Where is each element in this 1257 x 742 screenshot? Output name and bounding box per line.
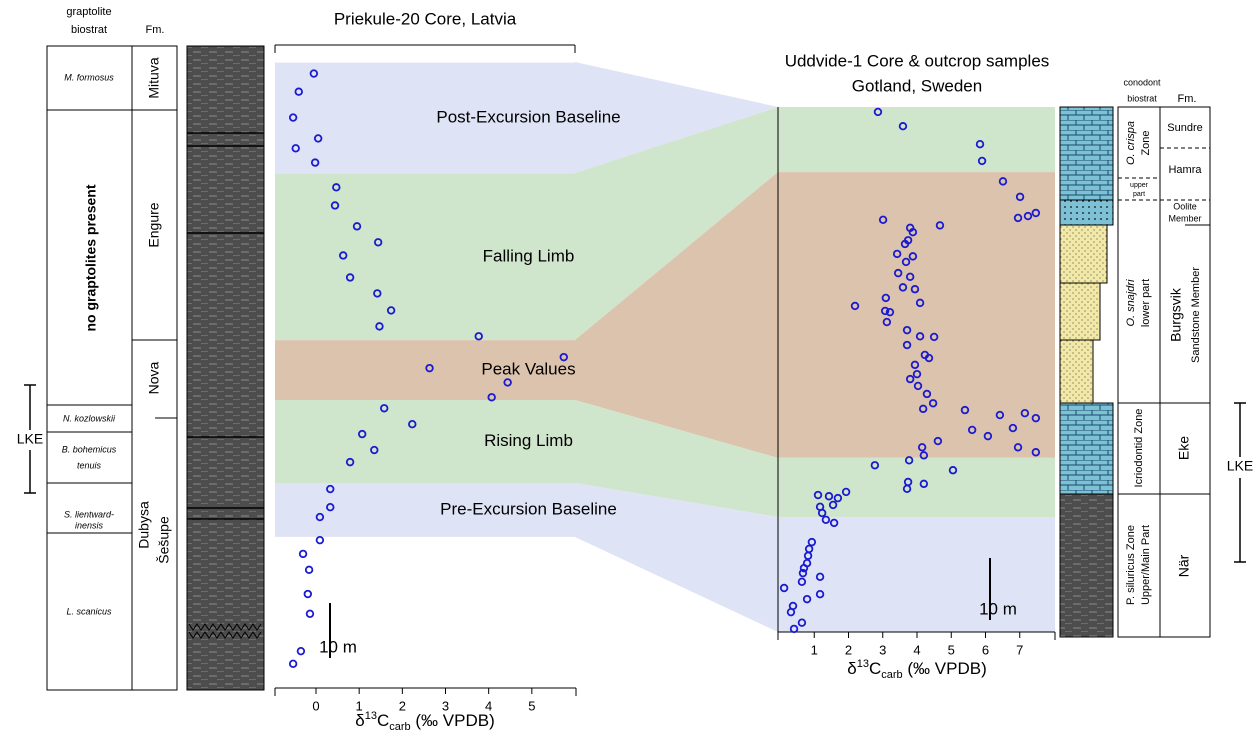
lithology (1060, 403, 1113, 494)
formation-label: Mituva (146, 57, 162, 98)
band-label: Post-Excursion Baseline (436, 108, 620, 127)
zone-label: S. lientward- (64, 509, 114, 519)
lithology (1060, 494, 1113, 637)
scale-bar-label: 10 m (319, 637, 357, 656)
data-point (305, 591, 312, 598)
band (778, 172, 1055, 458)
formation-label: Eke (1176, 436, 1192, 460)
zone-label: inensis (75, 520, 104, 530)
band-label: Rising Limb (484, 431, 573, 450)
lithology (1060, 200, 1113, 225)
formation-label: Oolite (1173, 201, 1197, 211)
formation-label: Sandstone Member (1190, 267, 1202, 363)
x-tick-label: 2 (399, 698, 406, 713)
zone-label: Icriodontid Zone (1133, 409, 1145, 488)
band-label: Pre-Excursion Baseline (440, 499, 617, 518)
zone-label: lower part (1140, 279, 1152, 327)
x-tick-label: 1 (811, 642, 818, 657)
x-axis-label-part: carb (881, 669, 902, 681)
x-axis-label-part: 13 (857, 658, 869, 670)
header: Fm. (1178, 93, 1197, 105)
lithology (1060, 107, 1113, 200)
lithology (1060, 225, 1107, 283)
formation-label: Nova (146, 361, 162, 394)
x-axis-label-part: δ (847, 659, 856, 678)
data-point (300, 551, 307, 558)
zone-label: no graptolites present (83, 184, 99, 331)
x-axis-label-part: carb (389, 721, 410, 733)
formation-label: Sundre (1167, 122, 1202, 134)
header: Fm. (146, 24, 165, 36)
x-axis-label-part: 13 (365, 710, 377, 722)
x-tick-label: 5 (528, 698, 535, 713)
x-axis-label: δ13Ccarb (‰ VPDB) (355, 710, 494, 733)
event-label: LKE (1227, 458, 1253, 474)
zone-label: L. scanicus (66, 606, 112, 616)
lithology (1060, 340, 1093, 403)
x-axis-label-part: (‰ VPDB) (411, 711, 495, 730)
zone-label: M. formosus (64, 72, 114, 82)
event-bracket (1234, 403, 1246, 562)
lithology (187, 46, 264, 690)
x-axis-label-part: C (869, 659, 881, 678)
formation-label: Burgsvik (1168, 287, 1184, 342)
zone-label: tenuis (77, 460, 102, 470)
x-axis-label-part: C (377, 711, 389, 730)
header: biostrat (1127, 93, 1157, 103)
formation-label: Engure (146, 202, 162, 247)
zone-label: Zone (1140, 130, 1152, 155)
x-tick-label: 5 (948, 642, 955, 657)
zone-label: P. siluricus Zone (1125, 525, 1137, 605)
formation-label: Hamra (1168, 164, 1202, 176)
data-point (317, 537, 324, 544)
header: biostrat (71, 24, 107, 36)
left-column: graptolite biostrat Fm. M. formosus no g… (17, 6, 264, 690)
x-tick-label: 7 (1016, 642, 1023, 657)
right-column: conodont biostrat Fm. O. crispa Zone upp… (1060, 77, 1253, 637)
x-tick-label: 0 (312, 698, 319, 713)
lithology (1060, 283, 1100, 340)
zone-label: B. bohemicus (62, 444, 117, 454)
zone-label: O. snajdri (1125, 279, 1137, 327)
x-axis-label-part: (‰ VPDB) (903, 659, 987, 678)
data-point (298, 648, 305, 655)
band-label: Falling Limb (483, 246, 575, 265)
header: conodont (1123, 77, 1161, 87)
x-tick-label: 3 (879, 642, 886, 657)
zone-label: Upper/Main Part (1140, 525, 1152, 605)
x-tick-label: 6 (982, 642, 989, 657)
figure: Post-Excursion Baseline Falling Limb Peak … (0, 0, 1257, 742)
zone-label: O. crispa (1125, 121, 1137, 165)
band (778, 458, 1055, 518)
scale-bar-label: 10 m (979, 599, 1017, 618)
chart-title: Priekule-20 Core, Latvia (334, 9, 517, 28)
formation-label: Šešupe (156, 516, 172, 564)
data-point (307, 611, 314, 618)
header: graptolite (66, 6, 111, 18)
correlation-connectors (575, 62, 778, 632)
formation-label: Dubysa (136, 501, 152, 549)
data-point (306, 567, 313, 574)
event-label: LKE (17, 431, 43, 447)
x-tick-label: 2 (845, 642, 852, 657)
formation-label: Member (1168, 213, 1201, 223)
data-point (290, 661, 297, 668)
x-axis-label: δ13Ccarb (‰ VPDB) (847, 658, 986, 681)
axis-end-ticks (275, 688, 576, 696)
zone-label: part (1133, 191, 1145, 198)
zone-label: upper (1130, 182, 1149, 189)
chart-title: Gotland, Sweden (852, 76, 982, 95)
zone-label: N. kozlowskii (63, 413, 116, 423)
x-tick-label: 4 (913, 642, 920, 657)
band (778, 107, 1055, 172)
x-axis-label-part: δ (355, 711, 364, 730)
axis-end-ticks (275, 45, 575, 53)
band-label: Peak Values (481, 360, 575, 379)
chart-title: Uddvide-1 Core & outcrop samples (785, 51, 1050, 70)
formation-label: När (1176, 554, 1192, 577)
